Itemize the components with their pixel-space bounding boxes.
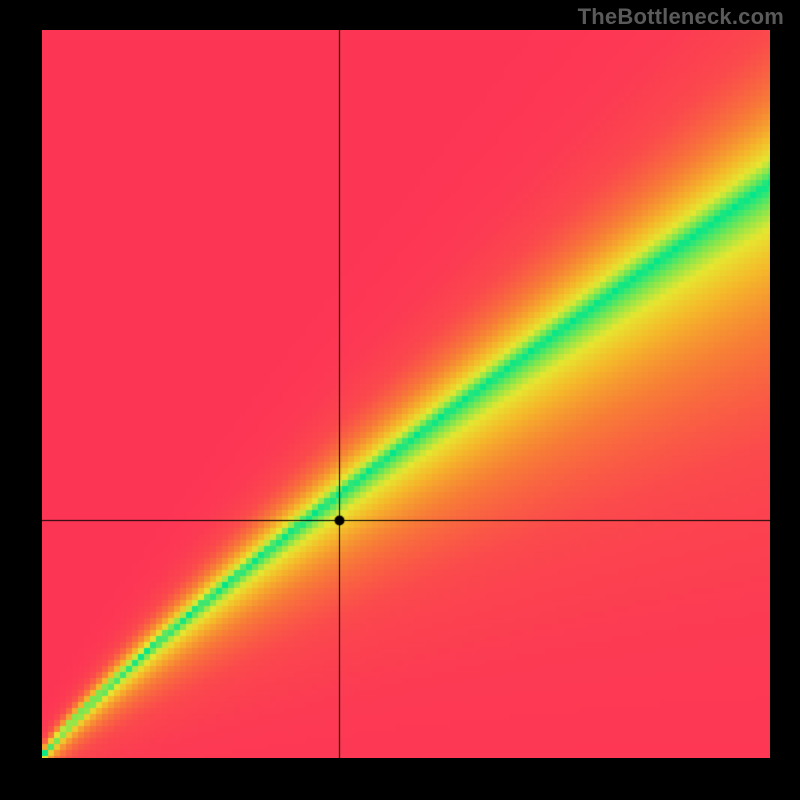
watermark-text: TheBottleneck.com (578, 4, 784, 30)
chart-container: TheBottleneck.com (0, 0, 800, 800)
bottleneck-heatmap (42, 30, 770, 758)
